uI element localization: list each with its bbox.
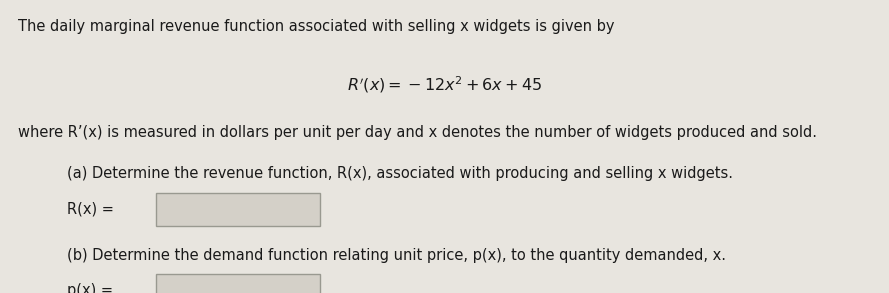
Text: where R’(x) is measured in dollars per unit per day and x denotes the number of : where R’(x) is measured in dollars per u… [18, 125, 817, 139]
Text: R(x) =: R(x) = [67, 202, 114, 217]
FancyBboxPatch shape [156, 274, 320, 293]
Text: (a) Determine the revenue function, R(x), associated with producing and selling : (a) Determine the revenue function, R(x)… [67, 166, 733, 180]
Text: (b) Determine the demand function relating unit price, p(x), to the quantity dem: (b) Determine the demand function relati… [67, 248, 725, 263]
Text: The daily marginal revenue function associated with selling x widgets is given b: The daily marginal revenue function asso… [18, 19, 614, 34]
Text: $R'(x) = -12x^2 + 6x + 45$: $R'(x) = -12x^2 + 6x + 45$ [347, 75, 542, 96]
FancyBboxPatch shape [156, 193, 320, 226]
Text: p(x) =: p(x) = [67, 282, 113, 293]
